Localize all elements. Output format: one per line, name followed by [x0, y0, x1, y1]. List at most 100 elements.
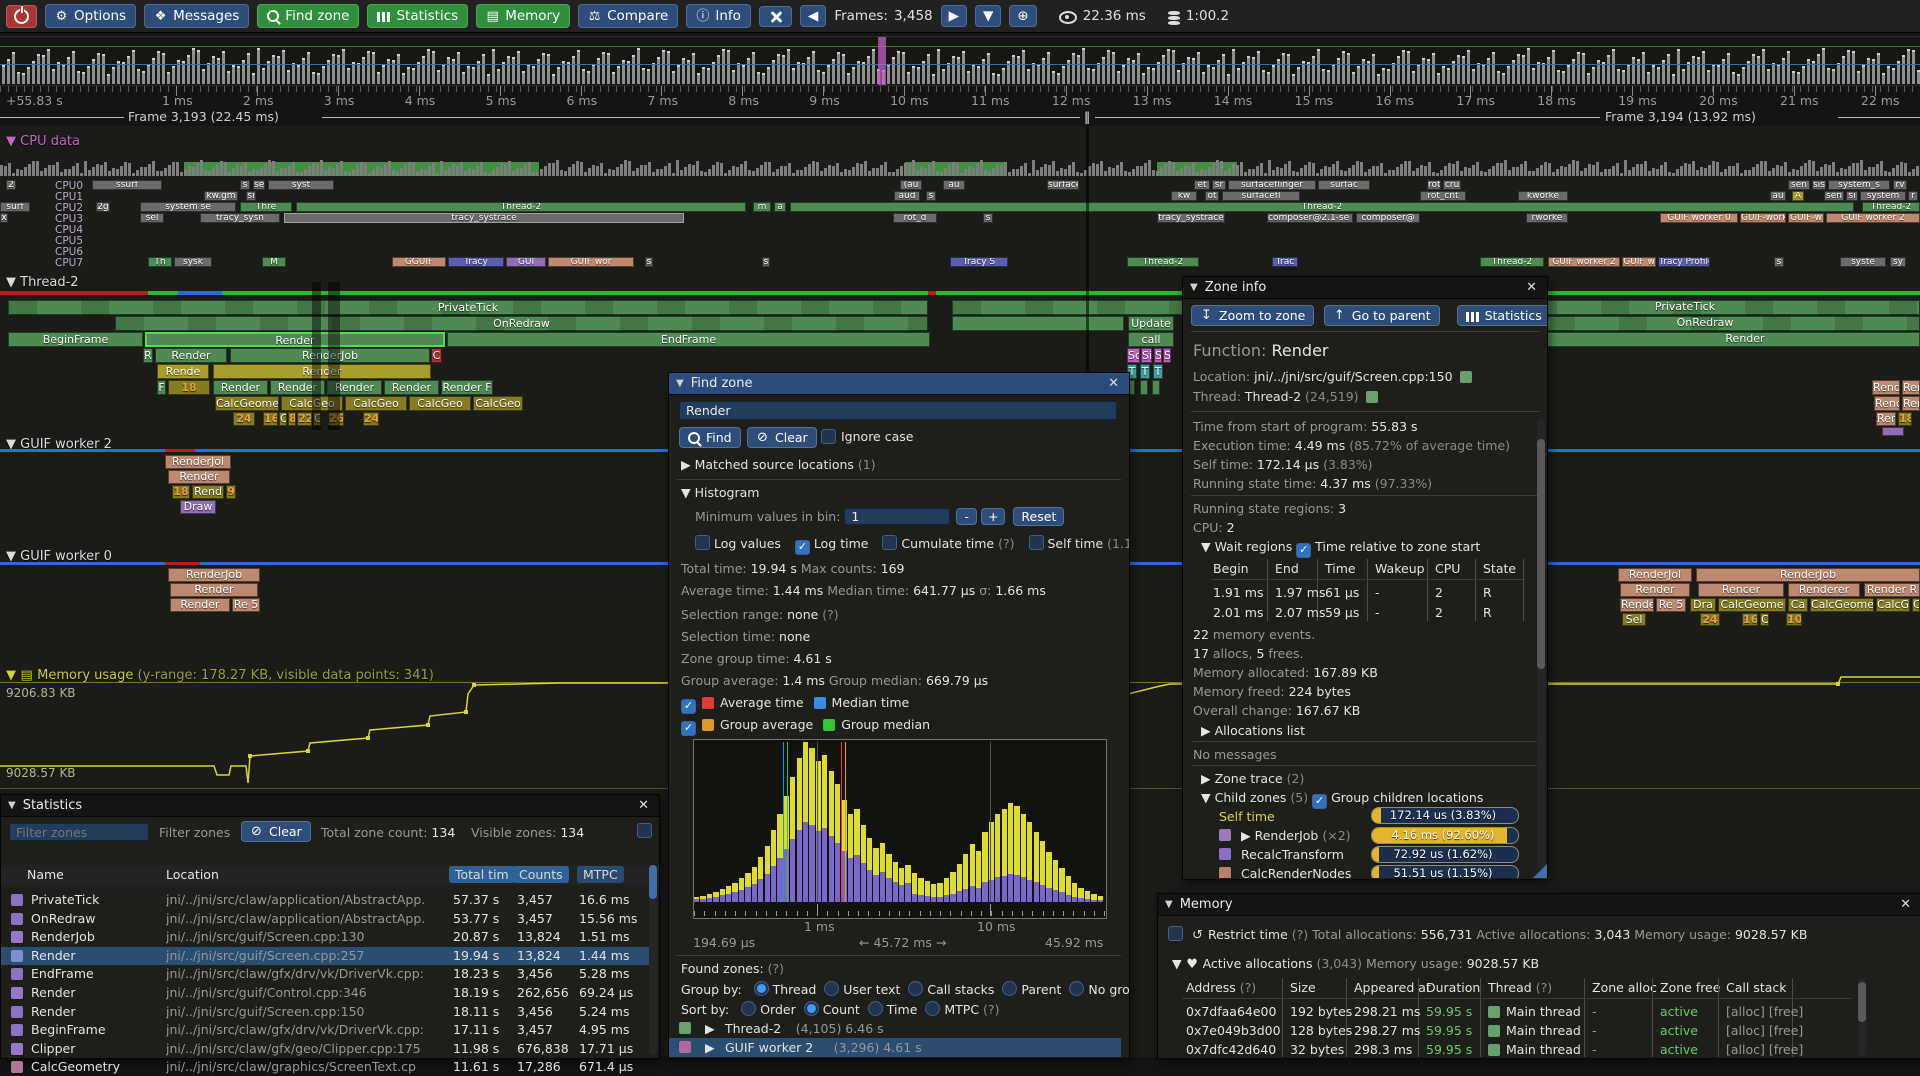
wait-regions-header[interactable]: ▼ Wait regions ✓ Time relative to zone s… [1201, 539, 1481, 558]
cpu-zone[interactable]: Tracy [448, 257, 504, 267]
cpu-zone[interactable]: kworke [1518, 191, 1568, 201]
cpu-zone[interactable]: 2g [96, 202, 110, 212]
collapse-icon[interactable]: ▼ [1172, 956, 1186, 971]
sort-by-radio[interactable] [741, 1001, 757, 1016]
guif2-header[interactable]: ▼ GUIF worker 2 [6, 437, 112, 452]
thread-zone[interactable]: Rend [1902, 380, 1920, 395]
cpu-zone[interactable]: Thread-2 [790, 202, 1854, 212]
cpu-zone[interactable]: GUIF worker 2 [1826, 213, 1920, 223]
filter-zones-input[interactable] [9, 823, 149, 841]
guif0-zone[interactable]: RenderJob [1696, 568, 1920, 582]
thread-zone[interactable]: C [313, 412, 321, 426]
guif0-zone[interactable]: CalcGeomet [1810, 598, 1874, 612]
cell-call-stack[interactable]: [alloc] [free] [1726, 1023, 1818, 1038]
sync-checkbox[interactable] [637, 823, 652, 838]
guif2-zone[interactable]: 9 [226, 485, 236, 499]
thread-zone[interactable]: CalcGeo [473, 396, 523, 411]
group-children-checkbox[interactable]: ✓ [1312, 794, 1328, 809]
cell-call-stack[interactable]: [alloc] [free] [1726, 1004, 1818, 1019]
thread-zone[interactable]: Update [1128, 316, 1174, 331]
active-allocations-header[interactable]: ▼ ♥ Active allocations (3,043) Memory usa… [1172, 956, 1540, 972]
mem-col-header[interactable]: Address (?) [1186, 980, 1257, 995]
mem-col-header[interactable]: Call stack [1726, 980, 1787, 995]
thread-zone[interactable]: F [157, 380, 166, 395]
cpu-zone[interactable]: surfacefl [1222, 191, 1300, 201]
cell-thread[interactable]: Main thread [1488, 1004, 1581, 1019]
cpu-zone[interactable]: 2 [6, 180, 16, 190]
thread-zone[interactable]: Si [1141, 348, 1152, 363]
table-row[interactable]: RenderJob jni/../jni/src/guif/Screen.cpp:… [1, 928, 651, 946]
free-link[interactable]: [free] [1768, 1004, 1804, 1019]
thread-zone[interactable]: Render [155, 348, 227, 363]
cpu-zone[interactable]: kw.gm [204, 191, 238, 201]
frame-time-graph[interactable] [0, 36, 1920, 86]
col-mtpc[interactable]: MTPC [577, 866, 624, 883]
wait-col-header[interactable]: Wakeup [1375, 561, 1425, 576]
cpu-zone[interactable]: s [645, 257, 653, 267]
guif0-zone[interactable]: Render R [1864, 583, 1920, 597]
found-group-row[interactable]: ▶ Thread-2 (4,105) 6.46 s [669, 1019, 1121, 1038]
cpu-zone[interactable]: GUIF wor [548, 257, 634, 267]
guif0-zone[interactable]: Render [170, 583, 258, 597]
cpu-zone[interactable]: Trac [1272, 257, 1298, 267]
collapse-icon[interactable]: ▼ [1201, 539, 1215, 554]
guif0-zone[interactable]: C [1760, 613, 1769, 626]
collapse-icon[interactable]: ▼ [1165, 899, 1173, 910]
cpu-zone[interactable]: sysk [174, 257, 212, 267]
guif0-zone[interactable]: 16 [1742, 613, 1758, 626]
child-zone-row[interactable]: RecalcTransform [1241, 847, 1344, 862]
guif0-zone[interactable]: Rencer [1698, 583, 1784, 597]
sort-by-radio[interactable] [867, 1001, 883, 1016]
thread-zone[interactable]: 22 [297, 412, 312, 426]
find-zone-button[interactable]: Find zone [257, 4, 360, 28]
histogram-section[interactable]: ▼ Histogram [681, 485, 760, 500]
thread-zone[interactable]: Render [384, 380, 439, 395]
next-frame-button[interactable]: ▶ [940, 5, 968, 27]
option-checkbox[interactable] [882, 535, 898, 550]
mem-col-header[interactable]: Zone free [1660, 980, 1721, 995]
cell-thread[interactable]: Main thread [1488, 1023, 1581, 1038]
col-counts[interactable]: Counts [513, 866, 569, 883]
thread-zone[interactable]: OnRedraw [115, 316, 928, 331]
table-row[interactable]: Render jni/../jni/src/guif/Screen.cpp:150… [1, 1003, 651, 1021]
table-row[interactable]: OnRedraw jni/../jni/src/claw/application/… [1, 910, 651, 928]
thread-zone[interactable]: RenderJ [1872, 380, 1900, 395]
guif0-zone[interactable]: Render [1620, 598, 1654, 612]
resize-corner[interactable] [1533, 864, 1547, 878]
cpu-zone[interactable]: GUIF worker 0 [1660, 213, 1738, 223]
close-icon[interactable]: ✕ [1526, 280, 1537, 295]
close-icon[interactable]: ✕ [1108, 376, 1119, 391]
mem-col-header[interactable]: Thread (?) [1488, 980, 1553, 995]
thread-zone[interactable]: call [1128, 332, 1174, 347]
expand-icon[interactable]: ▶ [1201, 771, 1215, 786]
cpu-zone[interactable]: (au [900, 180, 922, 190]
guif0-zone[interactable]: Render [1620, 583, 1690, 597]
options-button[interactable]: ⚙ Options [45, 4, 137, 28]
cpu-zone[interactable]: Thread-2 [1127, 257, 1199, 267]
cpu-zone[interactable]: tracy_systrace [284, 213, 684, 223]
matched-source-locations[interactable]: ▶ Matched source locations (1) [681, 457, 876, 472]
cpu-zone[interactable]: GUIF-work [1740, 213, 1786, 223]
cpu-zone[interactable]: composer@2.1-se (Hw [1267, 213, 1353, 223]
cpu-zone[interactable]: rworke [1526, 213, 1568, 223]
frame-label-left[interactable]: Frame 3,193 (22.45 ms) [128, 109, 279, 124]
cpu-zone[interactable]: s [926, 191, 936, 201]
thread-zone[interactable]: 8 [288, 412, 296, 426]
thread-zone[interactable]: PrivateTick [1654, 300, 1716, 313]
thread-zone[interactable]: Render [213, 380, 268, 395]
cpu-zone[interactable]: Th [148, 257, 172, 267]
close-icon[interactable]: ✕ [638, 798, 649, 813]
table-row[interactable]: BeginFrame jni/../jni/src/claw/gfx/drv/vk… [1, 1021, 651, 1039]
cpu-zone[interactable]: ot [1205, 191, 1219, 201]
stats-scroll-thumb[interactable] [649, 865, 657, 899]
thread-zone[interactable]: Rerff [1876, 412, 1896, 426]
cpu-zone[interactable]: system [1860, 191, 1906, 201]
thread-zone[interactable]: S [1154, 348, 1162, 363]
cpu-zone[interactable]: Tracy Profiler [1658, 257, 1710, 267]
cpu-zone[interactable]: kw [1171, 191, 1197, 201]
cpu-zone[interactable]: s [240, 180, 250, 190]
thread-zone[interactable]: Rende [157, 364, 209, 379]
guif0-zone[interactable]: Re 5 [1656, 598, 1686, 612]
table-row[interactable]: Render jni/../jni/src/guif/Screen.cpp:257… [1, 946, 651, 965]
guif0-zone[interactable]: Sel [1622, 613, 1646, 626]
